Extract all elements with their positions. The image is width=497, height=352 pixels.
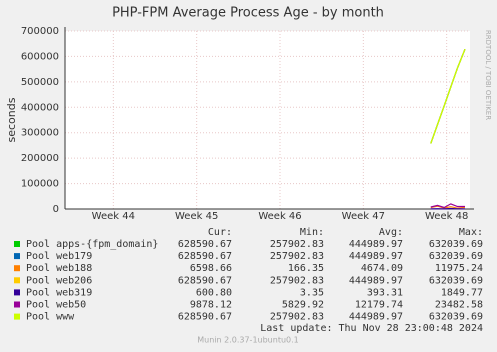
legend-stat: 11975.24 — [435, 263, 483, 274]
x-tick-label: Week 45 — [175, 211, 218, 222]
series-line — [430, 203, 465, 209]
legend-swatch — [14, 301, 20, 308]
plot-area — [65, 31, 470, 209]
legend-stat: 632039.69 — [429, 312, 483, 323]
y-tick-label: 500000 — [21, 77, 59, 88]
chart-title: PHP-FPM Average Process Age - by month — [112, 6, 384, 21]
legend-stat: 632039.69 — [429, 275, 483, 286]
series-line — [430, 48, 466, 144]
legend-header: Min: — [300, 227, 324, 238]
legend-stat: 632039.69 — [429, 239, 483, 250]
legend-stat: 257902.83 — [270, 312, 324, 323]
y-tick-label: 200000 — [21, 153, 59, 164]
legend-swatch — [14, 241, 20, 247]
footer: Munin 2.0.37-1ubuntu0.1 — [197, 336, 299, 345]
legend-stat: 5829.92 — [282, 300, 324, 311]
legend-stat: 600.80 — [196, 287, 232, 298]
side-text: RRDTOOL / TOBI OETIKER — [484, 30, 492, 120]
x-tick-label: Week 46 — [258, 211, 301, 222]
legend-stat: 628590.67 — [178, 312, 232, 323]
legend-stat: 257902.83 — [270, 239, 324, 250]
legend-header: Cur: — [208, 227, 232, 238]
legend-stat: 257902.83 — [270, 275, 324, 286]
legend-label: Pool web206 — [26, 275, 92, 286]
x-tick-label: Week 44 — [92, 211, 135, 222]
legend-stat: 166.35 — [288, 263, 324, 274]
x-tick-label: Week 48 — [425, 211, 468, 222]
y-tick-label: 100000 — [21, 179, 59, 190]
legend-label: Pool web319 — [26, 287, 92, 298]
legend-swatch — [14, 289, 20, 296]
legend-label: Pool web188 — [26, 263, 92, 274]
legend-stat: 1849.77 — [441, 287, 483, 298]
x-tick-label: Week 47 — [342, 211, 385, 222]
y-tick-label: 400000 — [21, 102, 59, 113]
legend-header: Avg: — [379, 227, 403, 238]
y-tick-label: 700000 — [21, 26, 59, 37]
legend-stat: 444989.97 — [349, 312, 403, 323]
legend-stat: 632039.69 — [429, 251, 483, 262]
legend-stat: 257902.83 — [270, 251, 324, 262]
legend-stat: 628590.67 — [178, 251, 232, 262]
legend-swatch — [14, 313, 20, 320]
legend-stat: 12179.74 — [355, 300, 403, 311]
legend-stat: 628590.67 — [178, 275, 232, 286]
legend-label: Pool www — [26, 312, 75, 323]
legend-stat: 444989.97 — [349, 275, 403, 286]
legend-stat: 3.35 — [300, 287, 324, 298]
y-axis-label: seconds — [5, 97, 18, 142]
legend-stat: 444989.97 — [349, 239, 403, 250]
legend-stat: 444989.97 — [349, 251, 403, 262]
legend-stat: 393.31 — [367, 287, 403, 298]
legend-swatch — [14, 253, 20, 260]
legend-stat: 9878.12 — [190, 300, 232, 311]
legend-header: Max: — [459, 227, 483, 238]
legend-swatch — [14, 265, 20, 272]
legend-stat: 23482.58 — [435, 300, 483, 311]
y-tick-label: 600000 — [21, 51, 59, 62]
legend-stat: 4674.09 — [361, 263, 403, 274]
legend-swatch — [14, 277, 20, 284]
legend-label: Pool web50 — [26, 300, 86, 311]
legend-stat: 6598.66 — [190, 263, 232, 274]
series-line — [430, 205, 466, 209]
legend-label: Pool web179 — [26, 251, 92, 262]
y-tick-label: 0 — [53, 204, 59, 215]
last-update: Last update: Thu Nov 28 23:00:48 2024 — [260, 323, 483, 334]
legend-stat: 628590.67 — [178, 239, 232, 250]
legend-label: Pool apps-{fpm_domain} — [26, 239, 158, 250]
y-tick-label: 300000 — [21, 128, 59, 139]
